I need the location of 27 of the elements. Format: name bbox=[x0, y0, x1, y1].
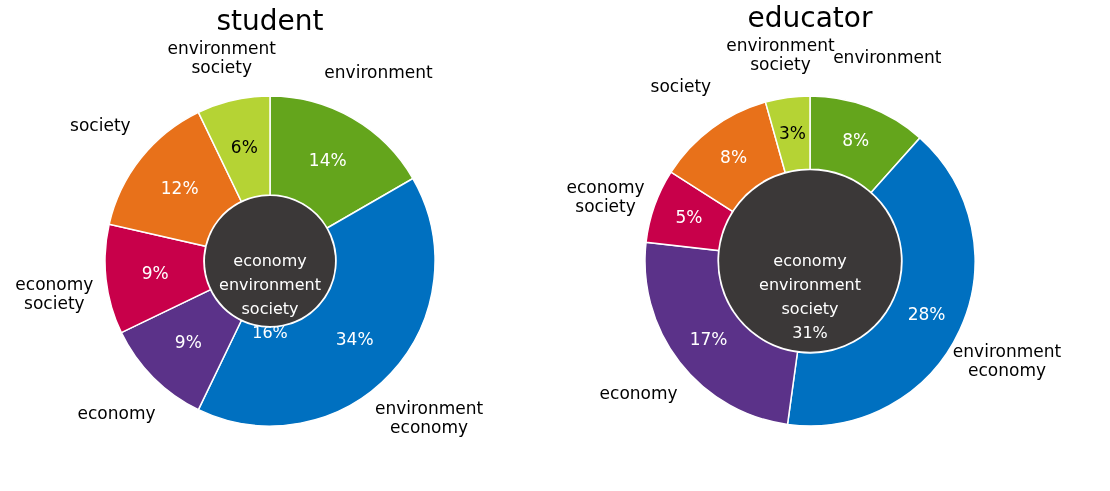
data-label: 8% bbox=[842, 129, 870, 150]
data-label: 9% bbox=[174, 331, 202, 352]
slice-label: environment society bbox=[726, 35, 835, 75]
data-label: 14% bbox=[308, 149, 347, 170]
text: economy environment society 31% bbox=[759, 251, 861, 342]
data-label: 8% bbox=[720, 146, 748, 167]
data-label: 6% bbox=[230, 137, 258, 158]
slice-label: economy society bbox=[15, 274, 94, 314]
data-label: 12% bbox=[160, 177, 199, 198]
data-label: 34% bbox=[335, 328, 374, 349]
slice-label: economy bbox=[599, 383, 678, 404]
data-label: 17% bbox=[689, 328, 728, 349]
chart-title: student bbox=[216, 4, 324, 38]
data-label: 9% bbox=[141, 262, 169, 283]
slice-label: society bbox=[650, 75, 712, 96]
slice-label: environment society bbox=[167, 38, 277, 78]
data-label: 5% bbox=[675, 206, 703, 227]
slice-label: environment economy bbox=[952, 340, 1062, 380]
slice-label: economy bbox=[77, 403, 156, 424]
slice-label: environment economy bbox=[374, 397, 484, 437]
slice-label: environment bbox=[833, 47, 942, 68]
slice-label: society bbox=[70, 114, 131, 135]
slice-label: environment bbox=[324, 62, 433, 83]
data-label: 3% bbox=[779, 122, 806, 143]
chart-title: educator bbox=[747, 1, 873, 35]
data-label: 28% bbox=[907, 303, 946, 324]
slice-label: economy society bbox=[566, 177, 645, 217]
